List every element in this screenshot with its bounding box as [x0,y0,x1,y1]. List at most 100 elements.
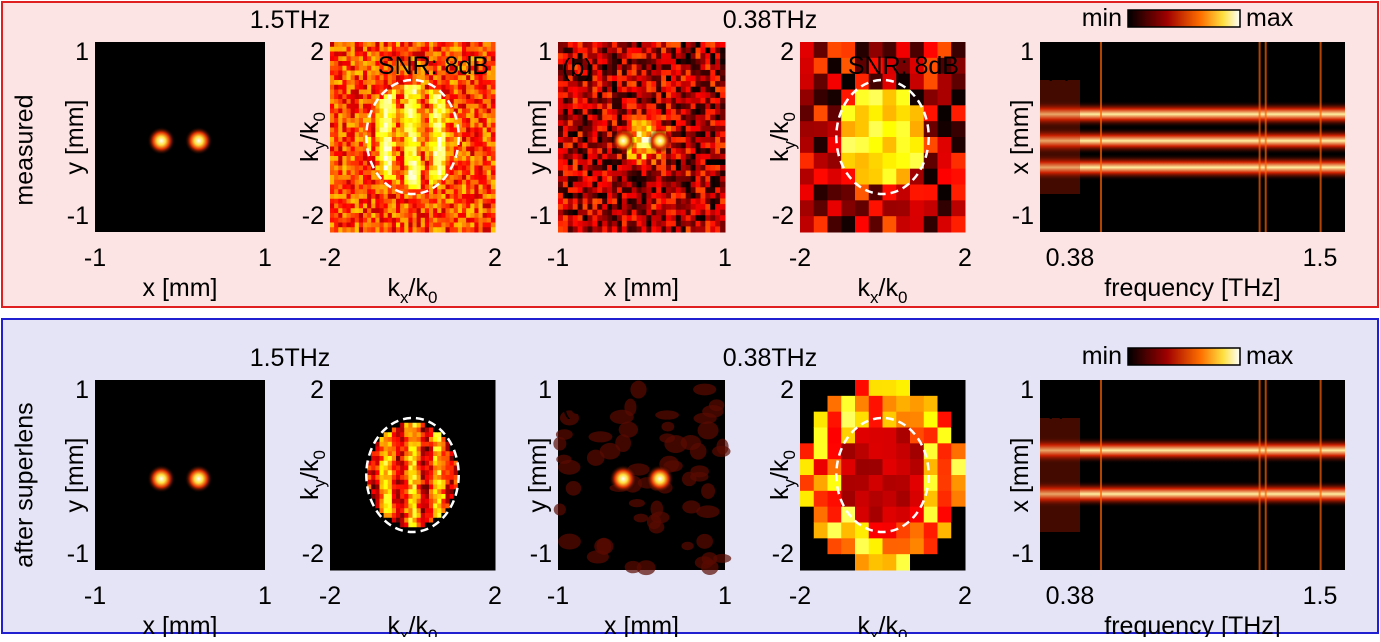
pixel [855,491,869,507]
pixel [425,113,430,118]
pixel [612,176,617,182]
pixel [651,159,656,165]
pixel [347,561,352,566]
pixel [334,532,339,537]
pixel [612,165,617,171]
pixel [347,99,352,104]
x-tick-label: 2 [488,244,502,272]
pixel [371,451,376,456]
pixel [563,137,568,143]
pixel [433,213,438,218]
pixel [355,208,360,213]
pixel [841,185,855,201]
pixel [425,518,430,523]
pixel [705,148,710,154]
pixel [338,404,343,409]
pixel [470,85,475,90]
pixel [686,48,691,54]
pixel [388,494,393,499]
pixel [355,447,360,452]
pixel [474,390,479,395]
pixel [483,170,488,175]
pixel [483,227,488,232]
pixel [700,115,705,121]
pixel [425,227,430,232]
pixel [396,494,401,499]
pixel [437,189,442,194]
pixel [450,399,455,404]
pixel [602,109,607,115]
pixel [380,527,385,532]
pixel [450,456,455,461]
speckle [702,552,718,565]
pixel [681,226,686,232]
pixel [446,142,451,147]
pixel [392,223,397,228]
pixel [367,175,372,180]
pixel [342,561,347,566]
y-tick-label: -2 [302,202,324,230]
pixel [479,390,484,395]
pixel [413,404,418,409]
pixel [487,213,492,218]
pixel [392,227,397,232]
pixel [558,81,563,87]
pixel [334,194,339,199]
pixel [371,561,376,566]
pixel [828,396,842,412]
pixel [330,61,335,66]
pixel [433,189,438,194]
pixel [400,85,405,90]
pixel [330,437,335,442]
pixel [705,215,710,221]
pixel [429,390,434,395]
pixel [363,556,368,561]
pixel [627,115,632,121]
pixel [487,437,492,442]
pixel [330,418,335,423]
pixel [351,104,356,109]
pixel [433,527,438,532]
pixel [404,123,409,128]
pixel [568,187,573,193]
pixel [474,513,479,518]
pixel [408,561,413,566]
pixel [573,221,578,227]
pixel [800,185,814,201]
pixel [384,227,389,232]
pixel [454,199,459,204]
pixel [338,199,343,204]
pixel [466,166,471,171]
pixel [627,81,632,87]
pixel [367,137,372,142]
x-tick-label: -2 [319,244,341,272]
pixel [474,561,479,566]
pixel [359,442,364,447]
pixel [334,451,339,456]
pixel [487,128,492,133]
pixel [470,199,475,204]
pixel [380,489,385,494]
pixel [458,485,463,490]
pixel [483,508,488,513]
pixel [380,151,385,156]
pixel [458,561,463,566]
pixel [351,52,356,57]
pixel [700,48,705,54]
pixel [676,176,681,182]
pixel [334,385,339,390]
pixel [342,418,347,423]
pixel [408,218,413,223]
pixel [800,507,814,523]
pixel [396,94,401,99]
pixel [429,194,434,199]
pixel [433,546,438,551]
pixel [491,437,496,442]
pixel [421,413,426,418]
pixel [896,105,910,121]
pixel [612,115,617,121]
pixel [938,380,952,396]
pixel [347,480,352,485]
pixel [583,154,588,160]
pixel [400,42,405,47]
